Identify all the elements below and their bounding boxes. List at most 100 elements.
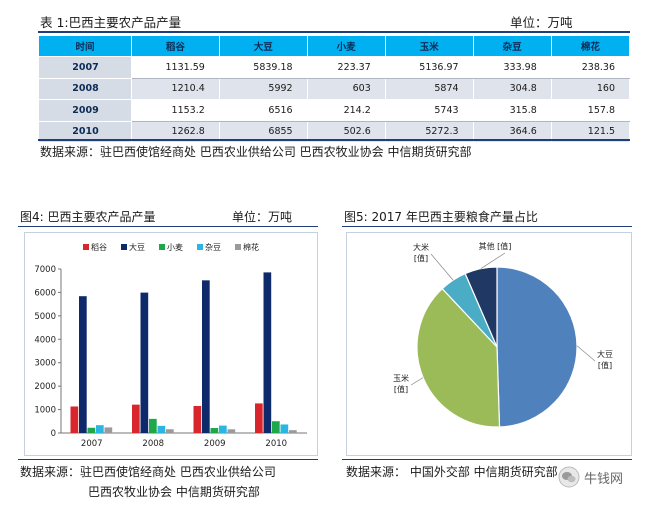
legend-swatch (159, 244, 165, 250)
header-beans: 杂豆 (472, 35, 552, 57)
table-cell: 238.36 (550, 56, 631, 79)
header-year: 时间 (38, 35, 132, 57)
table-cell: 5992 (218, 77, 308, 100)
table-unit: 单位：万吨 (510, 15, 573, 30)
table-cell: 1131.59 (131, 56, 220, 79)
y-tick-label: 7000 (34, 265, 56, 275)
header-cotton: 棉花 (550, 35, 631, 57)
pie-label-value: [值] (394, 384, 408, 394)
legend-label: 大豆 (129, 242, 145, 252)
table-cell: 333.98 (472, 56, 552, 79)
table-cell: 121.5 (550, 120, 631, 143)
fig5-title: 图5: 2017 年巴西主要粮食产量占比 (344, 210, 538, 224)
header-corn: 玉米 (384, 35, 474, 57)
table-cell: 1153.2 (131, 99, 220, 122)
table-cell: 214.2 (306, 99, 386, 122)
bar-2010-2 (272, 421, 280, 433)
table-header-row: 时间 稻谷 大豆 小麦 玉米 杂豆 棉花 (38, 35, 631, 57)
x-tick-label: 2007 (81, 439, 103, 449)
pie-slice-0 (496, 266, 578, 428)
y-tick-label: 6000 (34, 288, 56, 298)
table-bottom-rule (38, 139, 630, 141)
table-cell: 1262.8 (131, 120, 220, 143)
legend-label: 小麦 (167, 242, 183, 252)
table-cell: 304.8 (472, 77, 552, 100)
production-table: 时间 稻谷 大豆 小麦 玉米 杂豆 棉花 2007 1131.59 5839.1… (38, 35, 631, 143)
watermark-text: 牛钱网 (584, 471, 624, 487)
header-rice: 稻谷 (131, 35, 220, 57)
fig5-chart-frame: 大豆 [值] 玉米 [值] 大米 [值] 其他 [值] (346, 232, 632, 456)
pie-label: 玉米 (393, 373, 409, 383)
x-tick-label: 2008 (142, 439, 164, 449)
fig5-title-rule (342, 226, 632, 227)
bar-2007-2 (87, 427, 96, 433)
legend-swatch (197, 244, 203, 250)
table-cell: 157.8 (550, 99, 631, 122)
bar-2010-4 (289, 430, 297, 433)
pie-label: 大豆 (597, 349, 613, 359)
header-soybean: 大豆 (218, 35, 308, 57)
y-tick-label: 0 (51, 429, 56, 439)
table-cell: 603 (306, 77, 386, 100)
pie-leader-line (480, 252, 506, 269)
legend-swatch (83, 244, 89, 250)
bar-2009-4 (227, 429, 236, 433)
fig4-chart-frame: 0 1000 2000 3000 4000 5000 6000 7000 2007 2008 200… (24, 232, 318, 456)
table-row: 2008 1210.4 5992 603 5874 304.8 160 (38, 77, 631, 100)
fig4-source-line1: 数据来源：驻巴西使馆经商处 巴西农业供给公司 (20, 465, 276, 479)
table-cell: 1210.4 (131, 77, 220, 100)
y-tick-label: 4000 (34, 335, 56, 345)
x-tick-label: 2010 (265, 439, 287, 449)
table-cell: 502.6 (306, 120, 386, 143)
bar-2009-1 (202, 280, 210, 433)
header-wheat: 小麦 (306, 35, 386, 57)
table-cell-year: 2010 (38, 120, 132, 143)
table-cell: 364.6 (472, 120, 552, 143)
bar-2007-1 (79, 296, 87, 433)
legend-swatch (121, 244, 127, 250)
fig4-title-rule (18, 226, 318, 227)
table-cell: 5874 (384, 77, 474, 100)
table-cell-year: 2008 (38, 77, 132, 100)
pie-label: 其他 [值] (479, 241, 512, 251)
table-cell-year: 2009 (38, 99, 132, 122)
pie-leader-line (576, 345, 596, 362)
bar-2008-2 (149, 418, 157, 433)
wechat-icon (558, 466, 580, 488)
table-cell: 315.8 (472, 99, 552, 122)
bar-2008-3 (157, 425, 166, 433)
watermark: 牛钱网 (558, 466, 623, 488)
y-tick-label: 3000 (34, 359, 56, 369)
legend-label: 杂豆 (205, 243, 221, 252)
table-cell-year: 2007 (38, 56, 132, 79)
table-cell: 223.37 (306, 56, 386, 79)
y-tick-label: 5000 (34, 312, 56, 322)
bar-2008-1 (140, 292, 149, 433)
fig5-source: 数据来源： 中国外交部 中信期货研究部 (346, 465, 558, 479)
table-cell: 5136.97 (384, 56, 474, 79)
pie-chart: 大豆[值]玉米[值]大米[值]其他 [值] (393, 241, 613, 428)
bar-2010-0 (255, 403, 263, 433)
bar-2008-0 (132, 404, 140, 433)
table-source: 数据来源：驻巴西使馆经商处 巴西农业供给公司 巴西农牧业协会 中信期货研究部 (40, 145, 472, 159)
pie-slice-3 (464, 266, 498, 348)
fig5-source-rule (342, 459, 632, 460)
table-cell: 6516 (218, 99, 308, 122)
table-cell: 160 (550, 77, 631, 100)
bar-2009-2 (210, 427, 219, 433)
y-tick-label: 2000 (34, 382, 56, 392)
table-top-rule (38, 31, 630, 33)
bar-2007-0 (70, 406, 79, 433)
fig4-source-rule (18, 459, 318, 460)
fig4-unit: 单位：万吨 (232, 210, 293, 224)
bar-2010-1 (263, 272, 272, 433)
fig4-source-line2: 巴西农牧业协会 中信期货研究部 (88, 485, 260, 499)
x-tick-label: 2009 (204, 439, 226, 449)
legend-swatch (235, 244, 241, 250)
table-title: 表 1:巴西主要农产品产量 (40, 15, 182, 30)
fig4-title: 图4: 巴西主要农产品产量 (20, 210, 156, 224)
pie-leader-line (410, 377, 424, 386)
pie-label-value: [值] (598, 360, 612, 370)
legend-label: 棉花 (243, 242, 259, 252)
bar-2007-4 (104, 427, 113, 433)
